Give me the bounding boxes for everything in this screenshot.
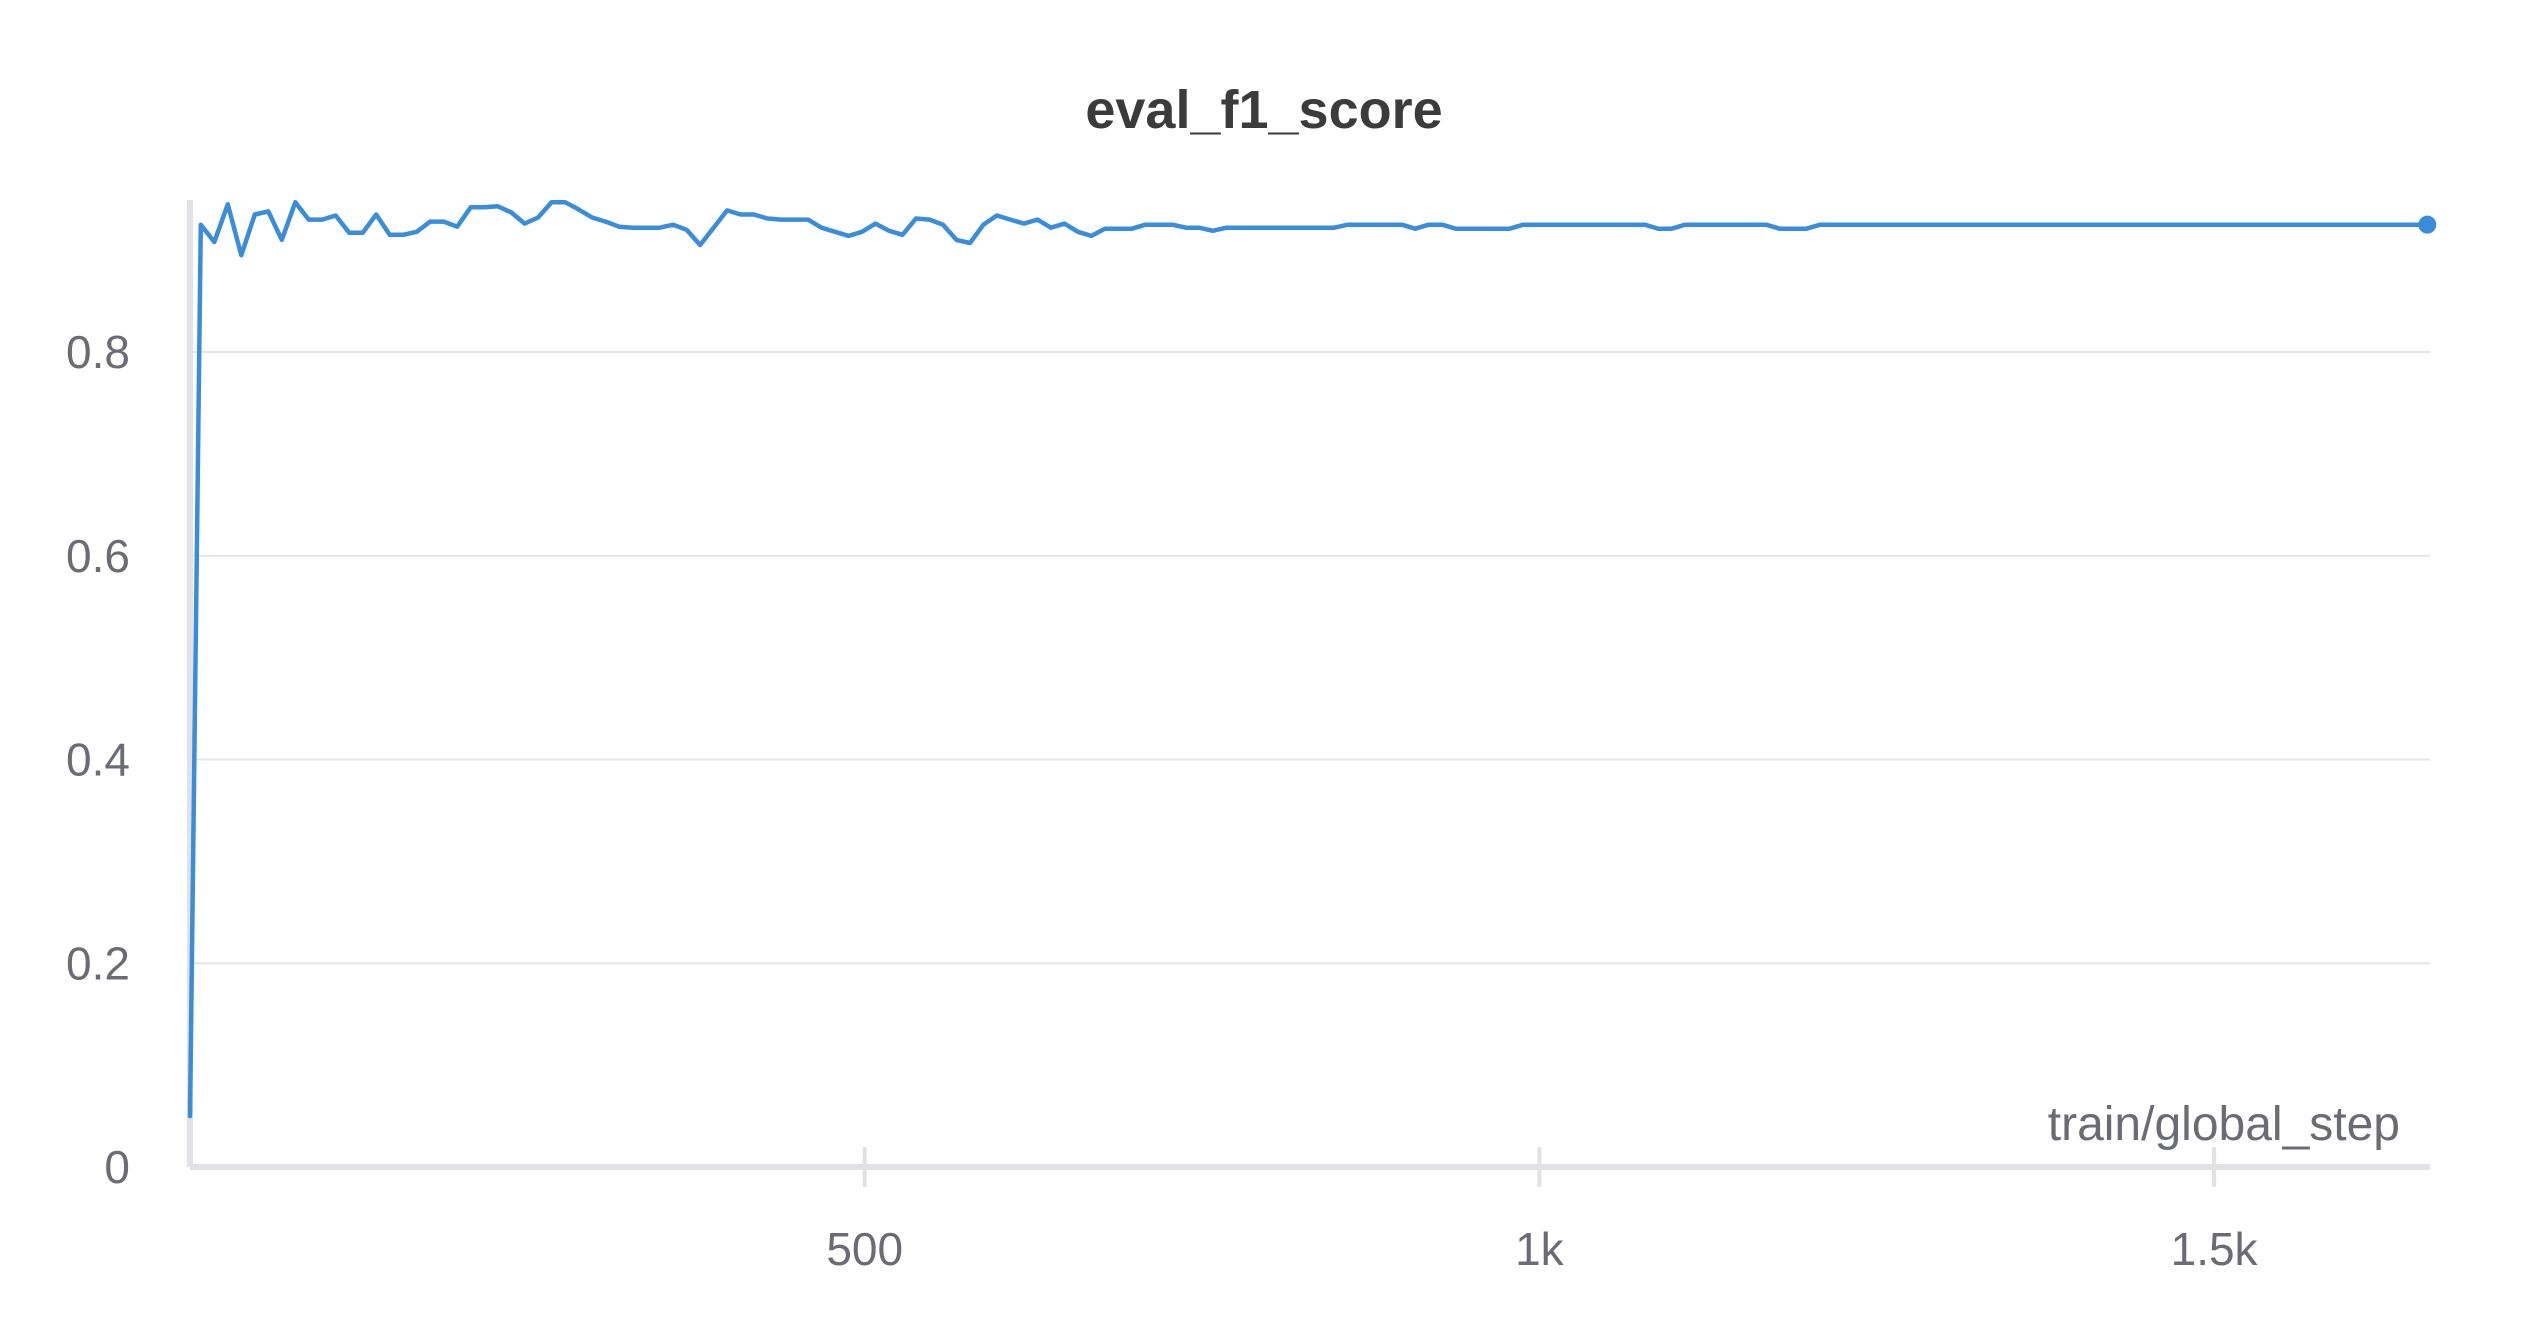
x-tick-label: 500 (826, 1223, 903, 1275)
y-tick-label: 0.2 (66, 937, 130, 989)
axes (187, 200, 2430, 1187)
y-tick-label: 0.8 (66, 326, 130, 378)
x-tick-labels: 500 1k 1.5k (826, 1223, 2258, 1275)
y-tick-label: 0 (104, 1141, 130, 1193)
series (187, 199, 2437, 1119)
gridlines (190, 351, 2430, 965)
series-end-point (2418, 215, 2437, 234)
series-line (187, 199, 2430, 1119)
x-axis-title: train/global_step (2048, 1098, 2400, 1151)
chart-title: eval_f1_score (1085, 80, 1442, 140)
x-tick-label: 1.5k (2171, 1223, 2259, 1275)
x-tick-label: 1k (1515, 1223, 1565, 1275)
y-tick-label: 0.4 (66, 734, 130, 786)
y-tick-label: 0.6 (66, 530, 130, 582)
y-tick-labels: 0 0.2 0.4 0.6 0.8 (66, 326, 130, 1193)
